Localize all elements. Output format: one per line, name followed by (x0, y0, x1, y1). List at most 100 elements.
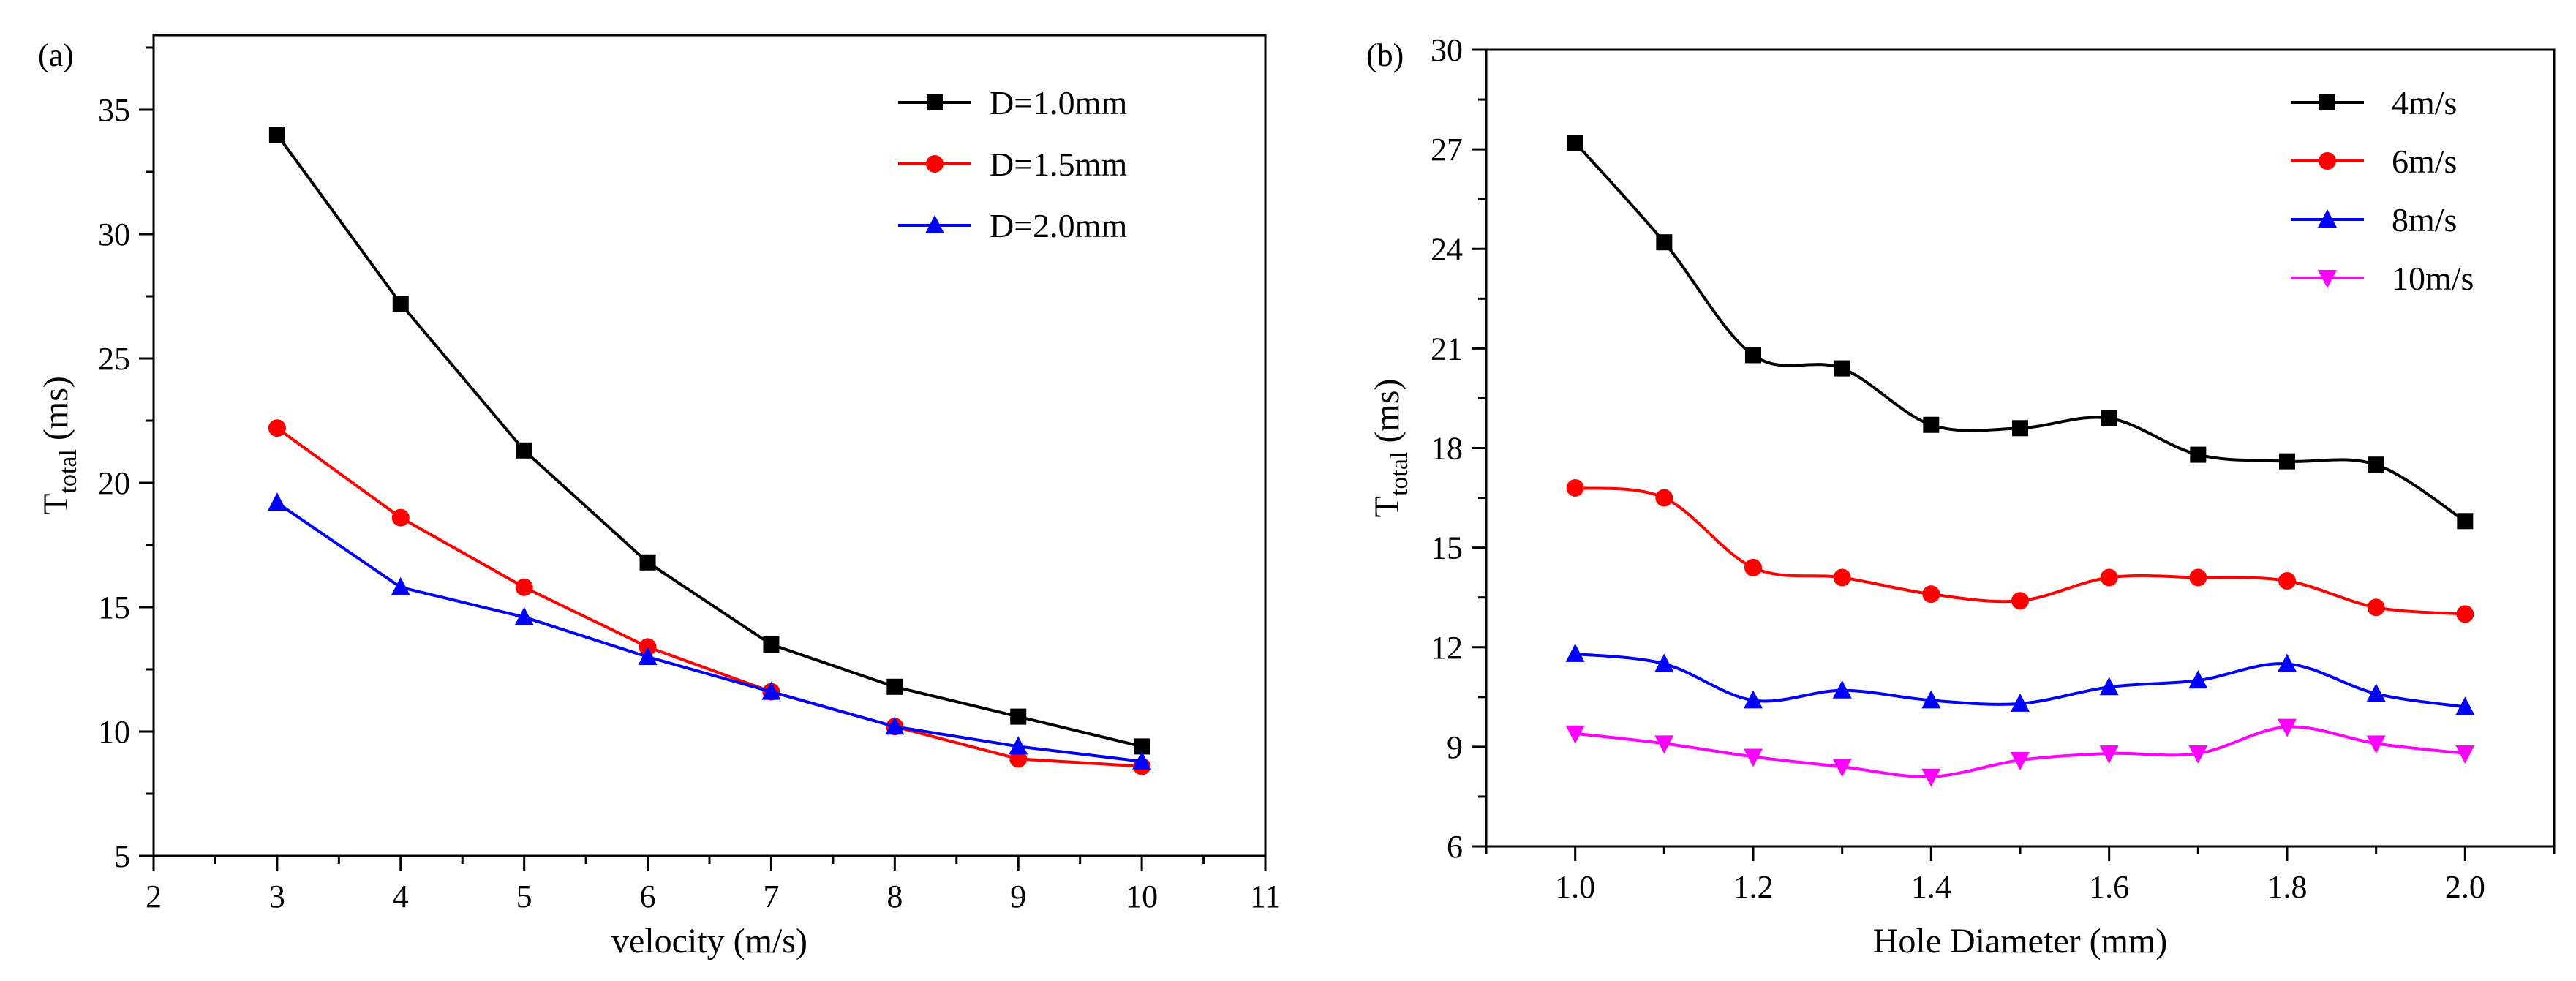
data-point (392, 296, 409, 312)
x-axis-label: velocity (m/s) (611, 922, 807, 961)
y-tick-label: 25 (98, 341, 130, 377)
data-point (885, 716, 905, 735)
x-tick-label: 1.6 (2089, 869, 2129, 905)
data-point (2366, 683, 2386, 702)
y-axis-label-unit: (ms) (37, 376, 75, 449)
data-point (2100, 568, 2118, 587)
data-point (1654, 653, 1674, 672)
data-point (1744, 690, 1763, 709)
panel-a-label: (a) (38, 37, 74, 73)
data-point (2455, 696, 2475, 715)
data-point (391, 576, 410, 595)
data-point (1565, 725, 1585, 744)
data-point (639, 554, 656, 571)
y-tick-label: 30 (98, 217, 130, 252)
legend-marker (925, 215, 944, 233)
data-point (2366, 735, 2386, 754)
x-tick-label: 5 (516, 879, 532, 914)
data-point (391, 508, 410, 527)
data-point (1654, 735, 1674, 754)
y-tick-label: 12 (1431, 630, 1463, 666)
legend-label: D=1.0mm (990, 84, 1127, 121)
legend-marker (926, 155, 944, 173)
y-tick-label: 27 (1431, 132, 1463, 168)
data-point (1132, 751, 1152, 770)
data-point (1745, 347, 1761, 364)
x-tick-label: 10 (1126, 879, 1158, 914)
legend-label: D=2.0mm (990, 207, 1127, 244)
data-point (2278, 653, 2297, 672)
data-point (2278, 572, 2296, 590)
y-tick-label: 6 (1447, 829, 1463, 865)
data-point (1744, 748, 1763, 767)
legend-marker (927, 94, 943, 110)
y-tick-label: 24 (1431, 231, 1463, 267)
x-tick-label: 7 (763, 879, 779, 914)
series-line (276, 133, 1142, 748)
y-tick-label: 20 (98, 465, 130, 501)
y-axis-label-main: T (37, 494, 75, 515)
legend-label: D=1.5mm (990, 146, 1127, 183)
legend-marker (2318, 270, 2337, 288)
y-axis-label-unit: (ms) (1368, 379, 1406, 452)
x-tick-label: 6 (640, 879, 656, 914)
data-point (1921, 690, 1941, 709)
data-point (2189, 568, 2207, 587)
y-tick-label: 15 (98, 590, 130, 625)
data-point (1922, 585, 1940, 604)
x-tick-label: 1.0 (1555, 869, 1595, 905)
data-point (514, 606, 534, 625)
data-point (2188, 670, 2208, 689)
series-line (276, 426, 1142, 768)
data-point (2455, 745, 2475, 764)
x-axis-label: Hole Diameter (mm) (1873, 922, 2168, 961)
x-tick-label: 2 (146, 879, 162, 914)
data-point (1010, 708, 1027, 725)
data-point (2099, 677, 2119, 696)
series-10m/s (1565, 718, 2475, 787)
legend-label: 4m/s (2392, 84, 2457, 121)
y-axis-label-main: T (1368, 496, 1406, 517)
data-point (2011, 693, 2030, 712)
y-tick-label: 5 (114, 838, 130, 874)
data-point (2011, 592, 2029, 610)
y-tick-label: 30 (1431, 32, 1463, 68)
x-tick-label: 2.0 (2445, 869, 2485, 905)
series-6m/s (1566, 478, 2474, 623)
panel-b: (b) 1.0 1.2 1.4 1.6 1.8 2.0 6 9 12 15 18 21 24 27 30 Hol… (1366, 32, 2556, 961)
legend-entry: D=1.0mm (898, 84, 1127, 121)
y-axis-label-sub: total (1386, 452, 1413, 496)
data-point (1832, 759, 1852, 778)
y-axis-label: Ttotal (ms) (37, 376, 82, 515)
x-tick-label: 11 (1250, 879, 1281, 914)
x-tick-label: 1.4 (1911, 869, 1951, 905)
data-point (515, 578, 533, 596)
series-line (276, 501, 1142, 763)
legend-marker (2319, 94, 2335, 110)
data-point (1744, 558, 1762, 576)
data-point (1134, 738, 1150, 755)
legend-entry: 6m/s (2291, 143, 2457, 180)
y-tick-label: 15 (1431, 530, 1463, 566)
legend-marker (2318, 209, 2337, 228)
legend-label: 8m/s (2392, 201, 2457, 238)
x-tick-label: 9 (1010, 879, 1026, 914)
data-point (2101, 410, 2117, 426)
series-line (1574, 141, 2466, 523)
data-point (1009, 736, 1028, 755)
data-point (1923, 416, 1940, 433)
y-axis-label-sub: total (55, 449, 82, 493)
data-point (2190, 446, 2207, 463)
data-point (267, 492, 287, 511)
legend-entry: D=2.0mm (898, 207, 1127, 244)
data-point (2188, 745, 2208, 764)
data-point (761, 681, 781, 700)
data-point (2457, 513, 2474, 530)
data-point (268, 419, 286, 437)
data-point (1832, 680, 1852, 699)
x-tick-label: 3 (269, 879, 285, 914)
y-tick-label: 10 (98, 714, 130, 750)
panel-a: (a) 2 3 4 5 6 7 8 9 10 11 5 10 15 20 25 30 35 velocity (m/… (37, 34, 1281, 961)
x-tick-label: 4 (393, 879, 409, 914)
